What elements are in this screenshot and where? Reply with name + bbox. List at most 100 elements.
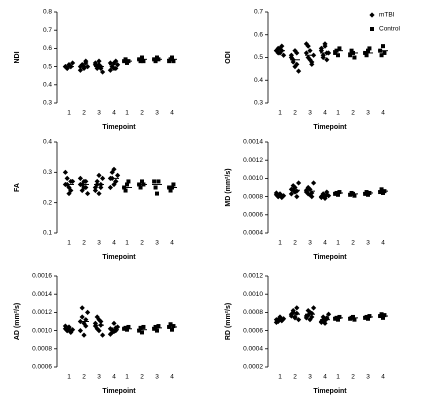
diamond-point [83,178,89,185]
x-tick-label: 4 [381,110,385,117]
square-point [379,187,384,192]
square-point [379,312,384,317]
x-tick-label: 1 [67,374,71,381]
diamond-point [107,184,113,191]
x-tick-label: 4 [112,240,116,247]
square-point [168,188,173,193]
y-tick-label: 0.0010 [243,291,263,298]
diamond-point [81,320,87,326]
x-tick-label: 4 [323,374,327,381]
square-point [155,191,159,196]
square-point [123,188,128,193]
y-tick-label: 0.0010 [32,327,52,334]
y-tick-label: 0.0014 [243,139,263,146]
diamond-point [309,190,315,196]
y-tick-label: 0.0006 [243,212,263,219]
square-point [381,315,385,320]
panel: 0.0002 0.0004 0.0006 0.0008 0.0010 0.0012 RD (… [225,273,388,395]
diamond-point [309,59,315,65]
diamond-point [324,315,330,321]
y-tick-label: 0.0012 [32,309,52,316]
diamond-point [81,184,87,191]
panel: 0.3 0.4 0.5 0.6 0.7 0.8 NDI 1 2 3 4 1 2 3 4 Timepoint [14,9,177,131]
y-axis-label: FA [14,183,21,192]
diamond-point [115,324,121,330]
x-tick-label: 3 [155,110,159,117]
x-tick-label: 3 [97,110,101,117]
diamond-point [85,309,91,315]
diamond-point [85,190,91,197]
square-point [126,179,131,184]
square-point [336,317,340,322]
x-tick-label: 4 [323,110,327,117]
square-point [141,59,146,64]
y-tick-label: 0.0014 [32,291,52,298]
x-tick-label: 4 [381,240,385,247]
x-tick-label: 3 [155,240,159,247]
diamond-point [303,187,309,193]
square-point [337,46,342,51]
panel: 0.0006 0.0008 0.0010 0.0012 0.0014 0.0016 AD (… [14,273,177,395]
y-axis-label: AD (mm²/s) [14,303,21,340]
diamond-point [324,57,330,63]
diamond-point [92,60,98,66]
square-point [336,53,340,58]
x-tick-label: 1 [278,110,282,117]
diamond-point [98,65,104,72]
diamond-point [111,166,117,172]
diamond-point [113,178,119,185]
diamond-point [96,58,102,64]
square-point [156,324,161,329]
square-point [156,179,161,184]
diamond-point [79,314,85,320]
x-tick-label: 4 [170,374,174,381]
diamond-point [318,45,324,51]
legend-label: mTBI [379,12,395,19]
y-tick-label: 0.7 [43,27,52,34]
legend-marker [369,12,375,18]
diamond-point [79,305,85,311]
diamond-point [107,326,113,332]
y-tick-label: 0.4 [43,139,52,146]
x-tick-label: 3 [308,374,312,381]
y-tick-label: 0.4 [254,77,263,84]
square-point [348,53,353,58]
x-axis-label: Timepoint [102,388,136,395]
diamond-point [318,319,324,326]
diamond-point [111,320,117,326]
diamond-point [320,314,326,320]
diamond-point [292,184,298,191]
x-tick-label: 2 [293,110,297,117]
diamond-point [303,41,309,47]
x-tick-label: 1 [125,110,129,117]
diamond-point [113,328,119,334]
square-point [382,313,387,318]
diamond-point [303,50,309,56]
x-axis-label: Timepoint [313,254,347,261]
diamond-point [324,189,330,195]
square-point [153,185,158,190]
diamond-point [281,316,287,322]
y-tick-label: 0.0008 [243,193,263,200]
x-tick-label: 2 [140,110,144,117]
diamond-point [113,325,119,331]
diamond-point [294,61,300,67]
diamond-point [111,60,117,66]
diamond-point [322,41,328,47]
x-tick-label: 1 [67,240,71,247]
x-tick-label: 4 [170,240,174,247]
diamond-point [309,194,315,200]
square-point [153,324,158,329]
diamond-point [115,172,121,178]
x-tick-label: 1 [278,240,282,247]
y-tick-label: 0.0008 [243,309,263,316]
diamond-point [68,178,74,185]
diamond-point [77,175,83,181]
diamond-point [62,169,68,175]
legend-label: Control [379,26,401,33]
x-tick-label: 2 [82,110,86,117]
diamond-point [277,314,283,320]
x-tick-label: 2 [82,240,86,247]
diamond-point [307,309,313,315]
square-point [152,179,157,184]
